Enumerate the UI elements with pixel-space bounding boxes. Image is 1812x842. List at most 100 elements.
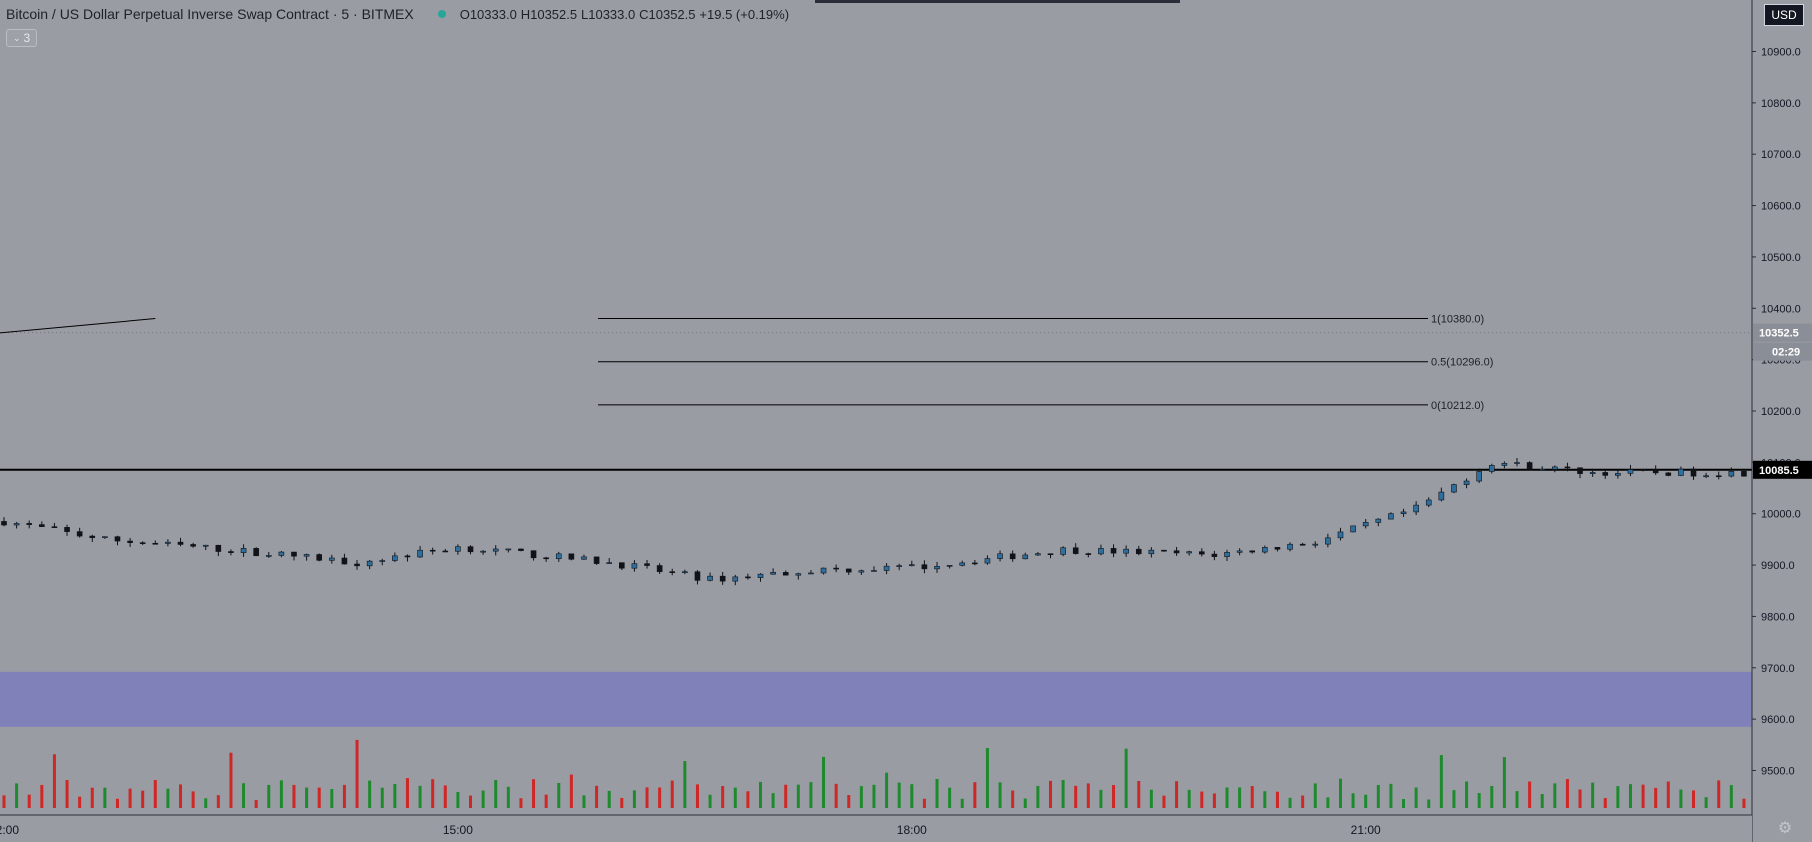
currency-unit-badge[interactable]: USD — [1764, 4, 1804, 26]
gear-icon[interactable]: ⚙ — [1777, 820, 1793, 837]
candle-body — [707, 575, 713, 581]
candle-body — [1173, 550, 1180, 554]
volume-bar — [1275, 791, 1279, 808]
candle-body — [492, 548, 499, 552]
price-tick-label: 9800.0 — [1761, 611, 1795, 623]
volume-bar — [1149, 789, 1153, 808]
candle-body — [253, 548, 259, 557]
volume-bar — [1036, 785, 1040, 808]
candle-body — [429, 549, 436, 552]
volume-bar — [103, 787, 107, 808]
candle-body — [505, 548, 512, 551]
candle-body — [1123, 548, 1129, 554]
candle-body — [555, 553, 562, 560]
candle-body — [871, 570, 877, 572]
candle-body — [808, 572, 814, 575]
candle-body — [26, 523, 33, 525]
volume-bar — [1074, 785, 1078, 808]
candle-body — [480, 550, 486, 553]
volume-bar — [1628, 784, 1632, 808]
candle-body — [1627, 469, 1634, 474]
volume-bar — [1666, 781, 1670, 808]
candle-body — [190, 544, 196, 547]
volume-bar — [355, 739, 359, 808]
volume-bar — [1452, 790, 1456, 808]
candle-body — [946, 565, 953, 567]
candle-body — [543, 557, 549, 560]
volume-bar — [746, 791, 750, 808]
candle-body — [1236, 550, 1243, 553]
candle-body — [139, 542, 146, 544]
candle-body — [581, 556, 587, 560]
candle-body — [1728, 471, 1735, 477]
candle-body — [417, 549, 423, 558]
candle-body — [820, 567, 827, 574]
price-axis: 10900.0 10800.0 10700.0 10600.0 10500.0 10400… — [1751, 0, 1812, 842]
candles — [1, 447, 1810, 586]
candle-body — [1703, 475, 1709, 478]
volume-bar — [519, 798, 523, 808]
volume-bar — [973, 782, 977, 808]
volume-bar — [1048, 780, 1052, 808]
volume-bar — [1553, 783, 1557, 808]
candle-body — [669, 571, 676, 573]
volume-bar — [658, 787, 662, 808]
volume-bar — [557, 782, 561, 808]
chevron-down-icon: ⌄ — [13, 32, 21, 43]
candle-body — [89, 535, 96, 538]
candle-body — [694, 571, 701, 581]
candle-body — [1451, 484, 1457, 493]
volume-bar — [456, 792, 460, 808]
fib-level-label: 0(10212.0) — [1431, 400, 1484, 412]
candle-body — [316, 554, 323, 561]
volume-bar — [1364, 794, 1368, 808]
candle-body — [1438, 491, 1445, 501]
indicators-collapse-button[interactable]: ⌄ 3 — [6, 29, 38, 47]
volume-bar — [834, 783, 838, 808]
candle-body — [366, 560, 373, 567]
volume-bar — [1528, 781, 1532, 808]
price-tick-label: 10900.0 — [1761, 47, 1801, 59]
volume-bar — [960, 798, 964, 808]
volume-bar — [532, 779, 536, 808]
candle-body — [1652, 469, 1659, 474]
volume-bar — [494, 779, 498, 808]
volume-bar — [166, 788, 170, 808]
volume-bar — [1351, 793, 1355, 808]
fib-level-label: 1(10380.0) — [1431, 314, 1484, 326]
volume-bar — [1250, 786, 1254, 808]
volume-bar — [935, 778, 939, 808]
candle-body — [934, 566, 940, 570]
volume-bar — [1616, 786, 1620, 808]
volume-bar — [695, 784, 699, 808]
volume-bar — [216, 795, 220, 808]
volume-bar — [1742, 798, 1746, 808]
volume-bar — [859, 786, 863, 808]
candle-body — [656, 565, 663, 572]
candle-body — [265, 555, 272, 557]
volume-bar — [1439, 755, 1443, 808]
candle-body — [1, 521, 7, 526]
candle-body — [1615, 473, 1621, 476]
candle-body — [102, 536, 108, 538]
volume-bar — [632, 790, 636, 808]
volume-bar — [1238, 787, 1242, 808]
volume-bar — [1465, 781, 1469, 808]
candle-body — [152, 542, 159, 545]
volume-bar — [796, 784, 800, 808]
volume-bar — [242, 783, 246, 808]
candle-body — [1312, 543, 1319, 546]
volume-bar — [1225, 787, 1229, 808]
price-tick-label: 10000.0 — [1761, 509, 1801, 521]
candle-body — [972, 562, 978, 565]
candle-body — [606, 562, 613, 564]
horizontal-level-label: 10085.5 — [1759, 465, 1799, 477]
candle-body — [1022, 554, 1029, 560]
volume-bar — [330, 789, 334, 808]
candle-body — [757, 573, 764, 578]
volume-bar — [1692, 790, 1696, 808]
volume-bar — [985, 747, 989, 808]
candle-body — [719, 575, 726, 582]
volume-bar — [1389, 783, 1393, 808]
